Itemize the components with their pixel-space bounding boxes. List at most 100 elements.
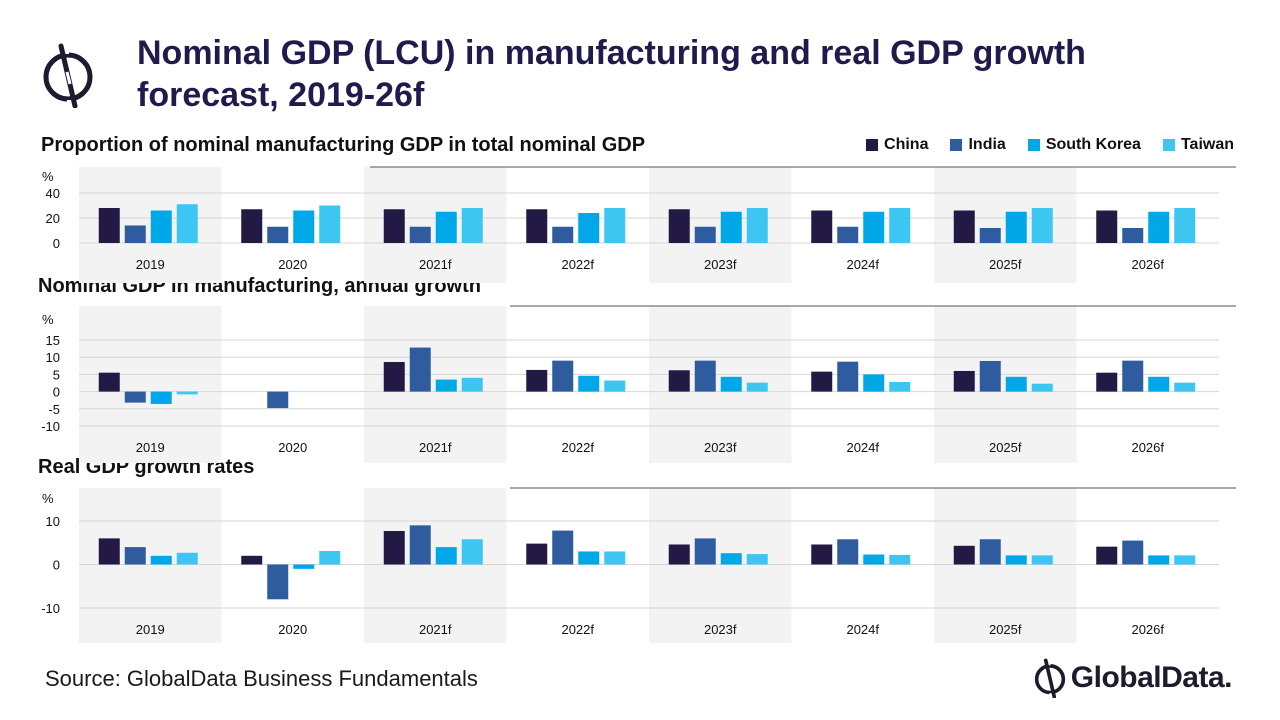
bar-taiwan: [1174, 555, 1196, 565]
y-unit-label: %: [42, 491, 54, 506]
bar-south-korea: [1148, 211, 1170, 243]
bar-china: [668, 209, 690, 243]
bar-india: [267, 226, 289, 243]
bar-taiwan: [461, 208, 483, 243]
bar-south-korea: [863, 211, 885, 243]
bar-india: [409, 347, 431, 392]
x-tick-label: 2021f: [419, 622, 452, 637]
legend-label: Taiwan: [1180, 136, 1234, 153]
x-tick-label: 2020: [278, 440, 307, 455]
x-tick-label: 2024f: [846, 622, 879, 637]
legend-item-south-korea: South Korea: [1027, 136, 1141, 154]
y-tick-label: 15: [46, 333, 60, 348]
bar-south-korea: [435, 379, 457, 392]
x-tick-label: 2020: [278, 257, 307, 272]
x-tick-label: 2023f: [704, 622, 737, 637]
y-tick-label: 0: [53, 558, 60, 573]
bar-china: [241, 555, 263, 565]
bar-china: [953, 545, 975, 565]
bar-taiwan: [889, 554, 911, 565]
bar-india: [979, 360, 1001, 392]
x-tick-label: 2022f: [561, 440, 594, 455]
globaldata-brand-icon: [1034, 658, 1065, 698]
legend-item-india: India: [950, 136, 1006, 154]
x-tick-label: 2024f: [846, 440, 879, 455]
chart-legend: China India South Korea Taiwan: [866, 136, 1234, 154]
bar-south-korea: [720, 376, 742, 392]
x-tick-label: 2023f: [704, 257, 737, 272]
source-note: Source: GlobalData Business Fundamentals: [45, 666, 478, 691]
bar-china: [383, 362, 405, 392]
bar-south-korea: [293, 210, 315, 243]
bar-south-korea: [1005, 211, 1027, 243]
bar-china: [241, 209, 263, 243]
y-tick-label: -5: [48, 402, 60, 417]
legend-item-taiwan: Taiwan: [1162, 136, 1234, 154]
category-band: [364, 488, 507, 643]
y-tick-label: 10: [46, 350, 60, 365]
x-tick-label: 2022f: [561, 257, 594, 272]
x-tick-label: 2025f: [989, 622, 1022, 637]
bar-taiwan: [176, 204, 198, 243]
bar-taiwan: [1031, 555, 1053, 565]
y-tick-label: 0: [53, 236, 60, 251]
x-tick-label: 2019: [136, 440, 165, 455]
category-band: [934, 488, 1077, 643]
bar-south-korea: [720, 211, 742, 243]
bar-china: [953, 210, 975, 243]
bar-india: [267, 391, 289, 409]
x-tick-label: 2026f: [1131, 622, 1164, 637]
bar-south-korea: [1005, 555, 1027, 565]
category-band: [649, 488, 792, 643]
bar-china: [1096, 372, 1118, 392]
y-unit-label: %: [42, 312, 54, 327]
x-tick-label: 2021f: [419, 440, 452, 455]
bar-china: [98, 372, 120, 392]
bar-south-korea: [435, 547, 457, 565]
bar-taiwan: [176, 552, 198, 565]
bar-south-korea: [1148, 376, 1170, 392]
x-tick-label: 2023f: [704, 440, 737, 455]
bar-taiwan: [1174, 208, 1196, 243]
bar-south-korea: [1005, 376, 1027, 392]
bar-india: [552, 360, 574, 392]
legend-label: China: [884, 136, 929, 153]
brand-name: GlobalData.: [1070, 661, 1233, 694]
y-tick-label: -10: [41, 601, 60, 616]
y-tick-label: 40: [46, 186, 60, 201]
x-tick-label: 2019: [136, 257, 165, 272]
x-tick-label: 2026f: [1131, 440, 1164, 455]
x-tick-label: 2024f: [846, 257, 879, 272]
bar-india: [979, 539, 1001, 565]
bar-china: [811, 371, 833, 392]
bar-india: [837, 226, 859, 243]
bar-india: [1122, 360, 1144, 392]
bar-taiwan: [889, 208, 911, 243]
bar-taiwan: [1031, 208, 1053, 243]
chart1-title: Proportion of nominal manufacturing GDP …: [41, 134, 646, 156]
bar-taiwan: [746, 208, 768, 243]
bar-taiwan: [604, 208, 626, 243]
bar-south-korea: [578, 213, 600, 243]
bar-south-korea: [293, 564, 315, 569]
bar-china: [98, 208, 120, 243]
bar-india: [552, 226, 574, 243]
y-tick-label: 20: [46, 211, 60, 226]
bar-india: [694, 226, 716, 243]
bar-taiwan: [604, 380, 626, 392]
bar-india: [124, 391, 146, 403]
bar-india: [267, 564, 289, 600]
x-tick-label: 2020: [278, 622, 307, 637]
legend-swatch: [1027, 139, 1040, 151]
y-unit-label: %: [42, 169, 54, 184]
bar-taiwan: [889, 381, 911, 392]
bar-china: [811, 544, 833, 565]
x-tick-label: 2022f: [561, 622, 594, 637]
bar-taiwan: [1174, 382, 1196, 392]
y-tick-label: -10: [41, 419, 60, 434]
bar-china: [668, 370, 690, 392]
bar-south-korea: [578, 375, 600, 392]
x-tick-label: 2025f: [989, 257, 1022, 272]
bar-south-korea: [863, 554, 885, 565]
